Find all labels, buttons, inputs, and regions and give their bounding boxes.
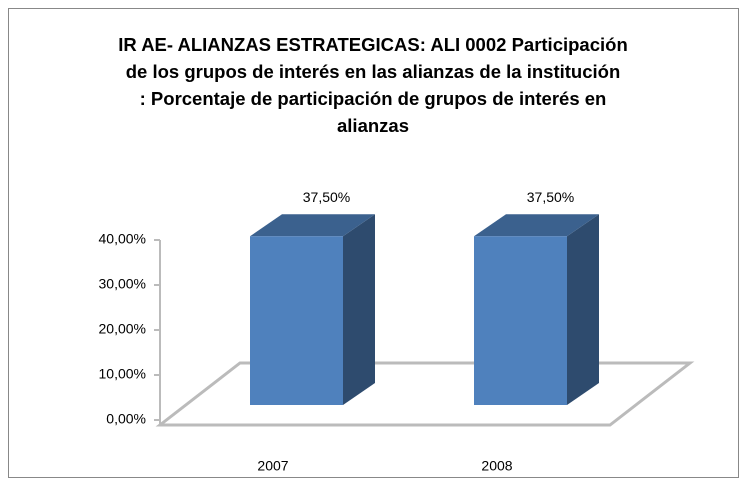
bar [474,214,599,405]
floor [155,361,695,427]
chart-title: de los grupos de interés en las alianzas… [126,61,621,82]
y-tick-label: 20,00% [99,321,146,337]
bar-side [343,214,375,405]
y-tick-label: 40,00% [99,231,146,247]
bar-top [474,214,599,237]
y-tick-label: 10,00% [99,366,146,382]
chart-title: : Porcentaje de participación de grupos … [140,88,607,109]
y-tick-label: 0,00% [106,411,146,427]
x-tick-label: 2008 [481,458,512,474]
value-label: 37,50% [527,189,574,205]
bar-side [567,214,599,405]
x-tick-label: 2007 [257,458,288,474]
bar-top [250,214,375,237]
bar-front [250,236,343,405]
chart-title: alianzas [337,115,409,136]
bar-front [474,236,567,405]
bar [250,214,375,405]
value-label: 37,50% [303,189,350,205]
y-tick-label: 30,00% [99,276,146,292]
chart-title: IR AE- ALIANZAS ESTRATEGICAS: ALI 0002 P… [118,34,628,55]
